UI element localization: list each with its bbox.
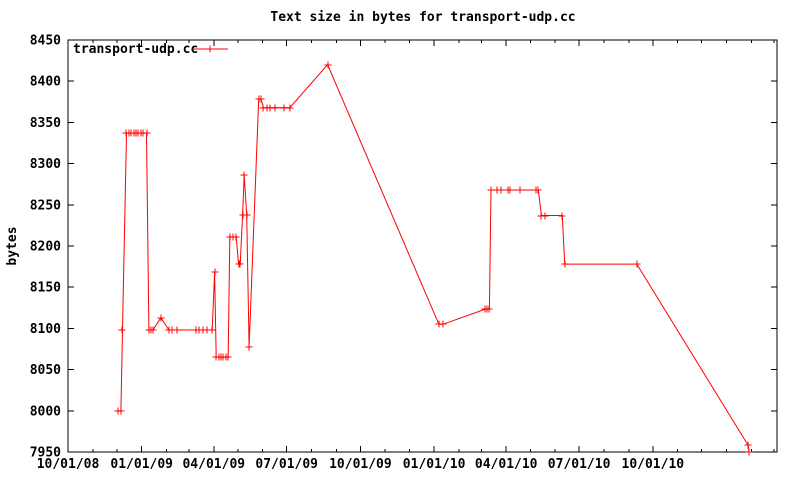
legend-label: transport-udp.cc: [73, 42, 199, 57]
y-tick-label: 8400: [30, 75, 61, 90]
plot-border: [67, 39, 778, 453]
x-tick-label: 10/01/08: [37, 457, 100, 472]
y-tick-label: 8250: [30, 198, 61, 213]
y-tick-label: 8200: [30, 240, 61, 255]
y-tick-label: 8300: [30, 157, 61, 172]
x-tick-label: 10/01/09: [329, 457, 392, 472]
chart-title: Text size in bytes for transport-udp.cc: [270, 10, 576, 25]
y-tick-label: 7950: [30, 446, 61, 461]
y-tick-label: 8100: [30, 322, 61, 337]
y-tick-label: 8050: [30, 363, 61, 378]
x-tick-label: 07/01/09: [255, 457, 318, 472]
legend-sample-marker: [206, 45, 214, 53]
x-tick-label: 04/01/10: [475, 457, 538, 472]
x-tick-label: 01/01/10: [403, 457, 466, 472]
x-tick-label: 07/01/10: [548, 457, 611, 472]
x-tick-label: 01/01/09: [110, 457, 173, 472]
y-tick-label: 8000: [30, 404, 61, 419]
data-point-markers: [114, 61, 753, 456]
y-tick-label: 8150: [30, 281, 61, 296]
x-tick-label: 04/01/09: [182, 457, 245, 472]
y-axis-label: bytes: [5, 226, 20, 266]
data-line: [117, 63, 750, 453]
x-tick-label: 10/01/10: [622, 457, 685, 472]
y-tick-label: 8350: [30, 116, 61, 131]
y-tick-label: 8450: [30, 34, 61, 49]
